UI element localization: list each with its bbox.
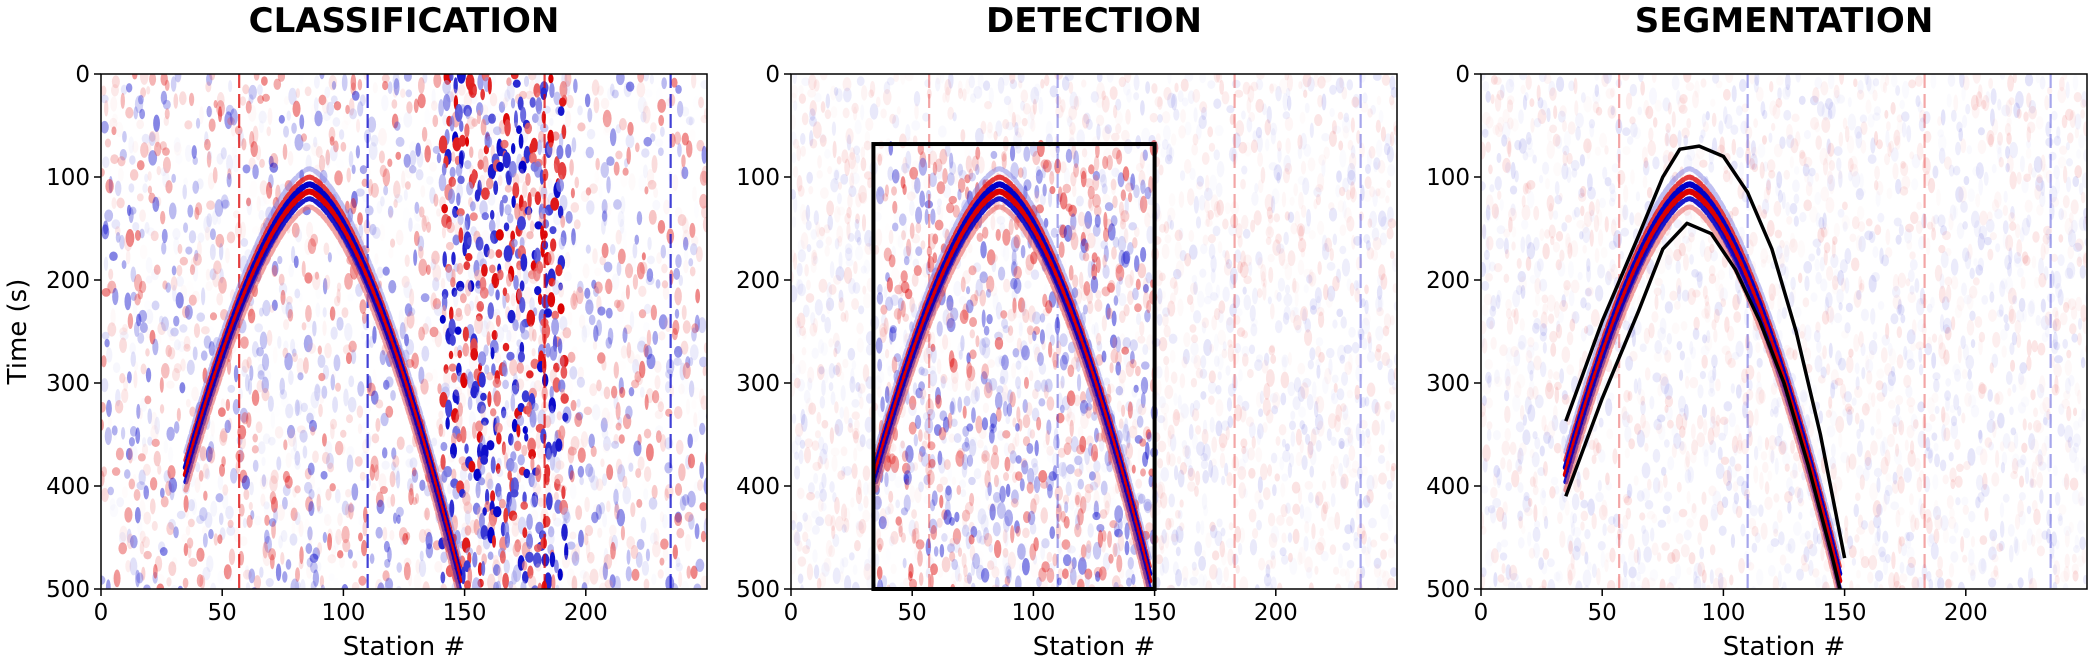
y-tick-label: 0	[765, 62, 780, 88]
x-tick-label: 100	[1011, 600, 1055, 626]
segmentation-contour-upper	[1564, 144, 1847, 559]
x-axis-label: Station #	[1723, 632, 1845, 662]
y-tick-label: 400	[46, 474, 90, 500]
y-tick-label: 0	[75, 62, 90, 88]
x-tick-label: 200	[564, 600, 608, 626]
seismic-image	[1481, 74, 2087, 589]
y-tick-label: 400	[1426, 474, 1470, 500]
x-tick-label: 200	[1254, 600, 1298, 626]
x-tick-label: 50	[1588, 600, 1617, 626]
x-tick-label: 150	[443, 600, 487, 626]
x-tick-label: 100	[1701, 600, 1745, 626]
x-tick-label: 50	[208, 600, 237, 626]
x-tick-label: 150	[1133, 600, 1177, 626]
panel-2: DETECTION 0 50 100 150 200 0 100 200 300 400 500 Sta…	[736, 1, 1398, 662]
plot-frame	[1480, 73, 2088, 590]
y-tick-label: 100	[736, 165, 780, 191]
segmentation-contour-lower	[1564, 221, 1842, 590]
y-tick-label: 200	[1426, 268, 1470, 294]
y-tick-label: 400	[736, 474, 780, 500]
plot-frame	[790, 73, 1398, 590]
panel-title: DETECTION	[986, 1, 1202, 41]
x-tick-label: 0	[94, 600, 109, 626]
x-axis-label: Station #	[1033, 632, 1155, 662]
y-tick-label: 100	[46, 165, 90, 191]
x-tick-label: 0	[1474, 600, 1489, 626]
y-tick-label: 200	[46, 268, 90, 294]
y-tick-label: 200	[736, 268, 780, 294]
x-tick-label: 150	[1823, 600, 1867, 626]
x-tick-label: 100	[321, 600, 365, 626]
x-tick-label: 200	[1944, 600, 1988, 626]
y-tick-label: 500	[736, 577, 780, 603]
panel-title: CLASSIFICATION	[249, 1, 560, 41]
y-tick-label: 300	[736, 371, 780, 397]
plot-frame	[100, 73, 708, 590]
panel-1: CLASSIFICATION 0 50 100 150 200 0 100 200 300 400 5…	[3, 1, 708, 662]
panel-3: SEGMENTATION 0 50 100 150 200 0 100 200 300 400 500…	[1426, 1, 2088, 662]
x-tick-label: 50	[898, 600, 927, 626]
x-tick-label: 0	[784, 600, 799, 626]
seismic-image	[101, 74, 707, 589]
x-axis-label: Station #	[343, 632, 465, 662]
y-tick-label: 500	[46, 577, 90, 603]
seismic-image	[791, 74, 1397, 589]
y-tick-label: 300	[46, 371, 90, 397]
y-axis-label: Time (s)	[3, 279, 33, 386]
y-tick-label: 300	[1426, 371, 1470, 397]
y-tick-label: 0	[1455, 62, 1470, 88]
y-tick-label: 500	[1426, 577, 1470, 603]
y-tick-label: 100	[1426, 165, 1470, 191]
panel-title: SEGMENTATION	[1635, 1, 1934, 41]
